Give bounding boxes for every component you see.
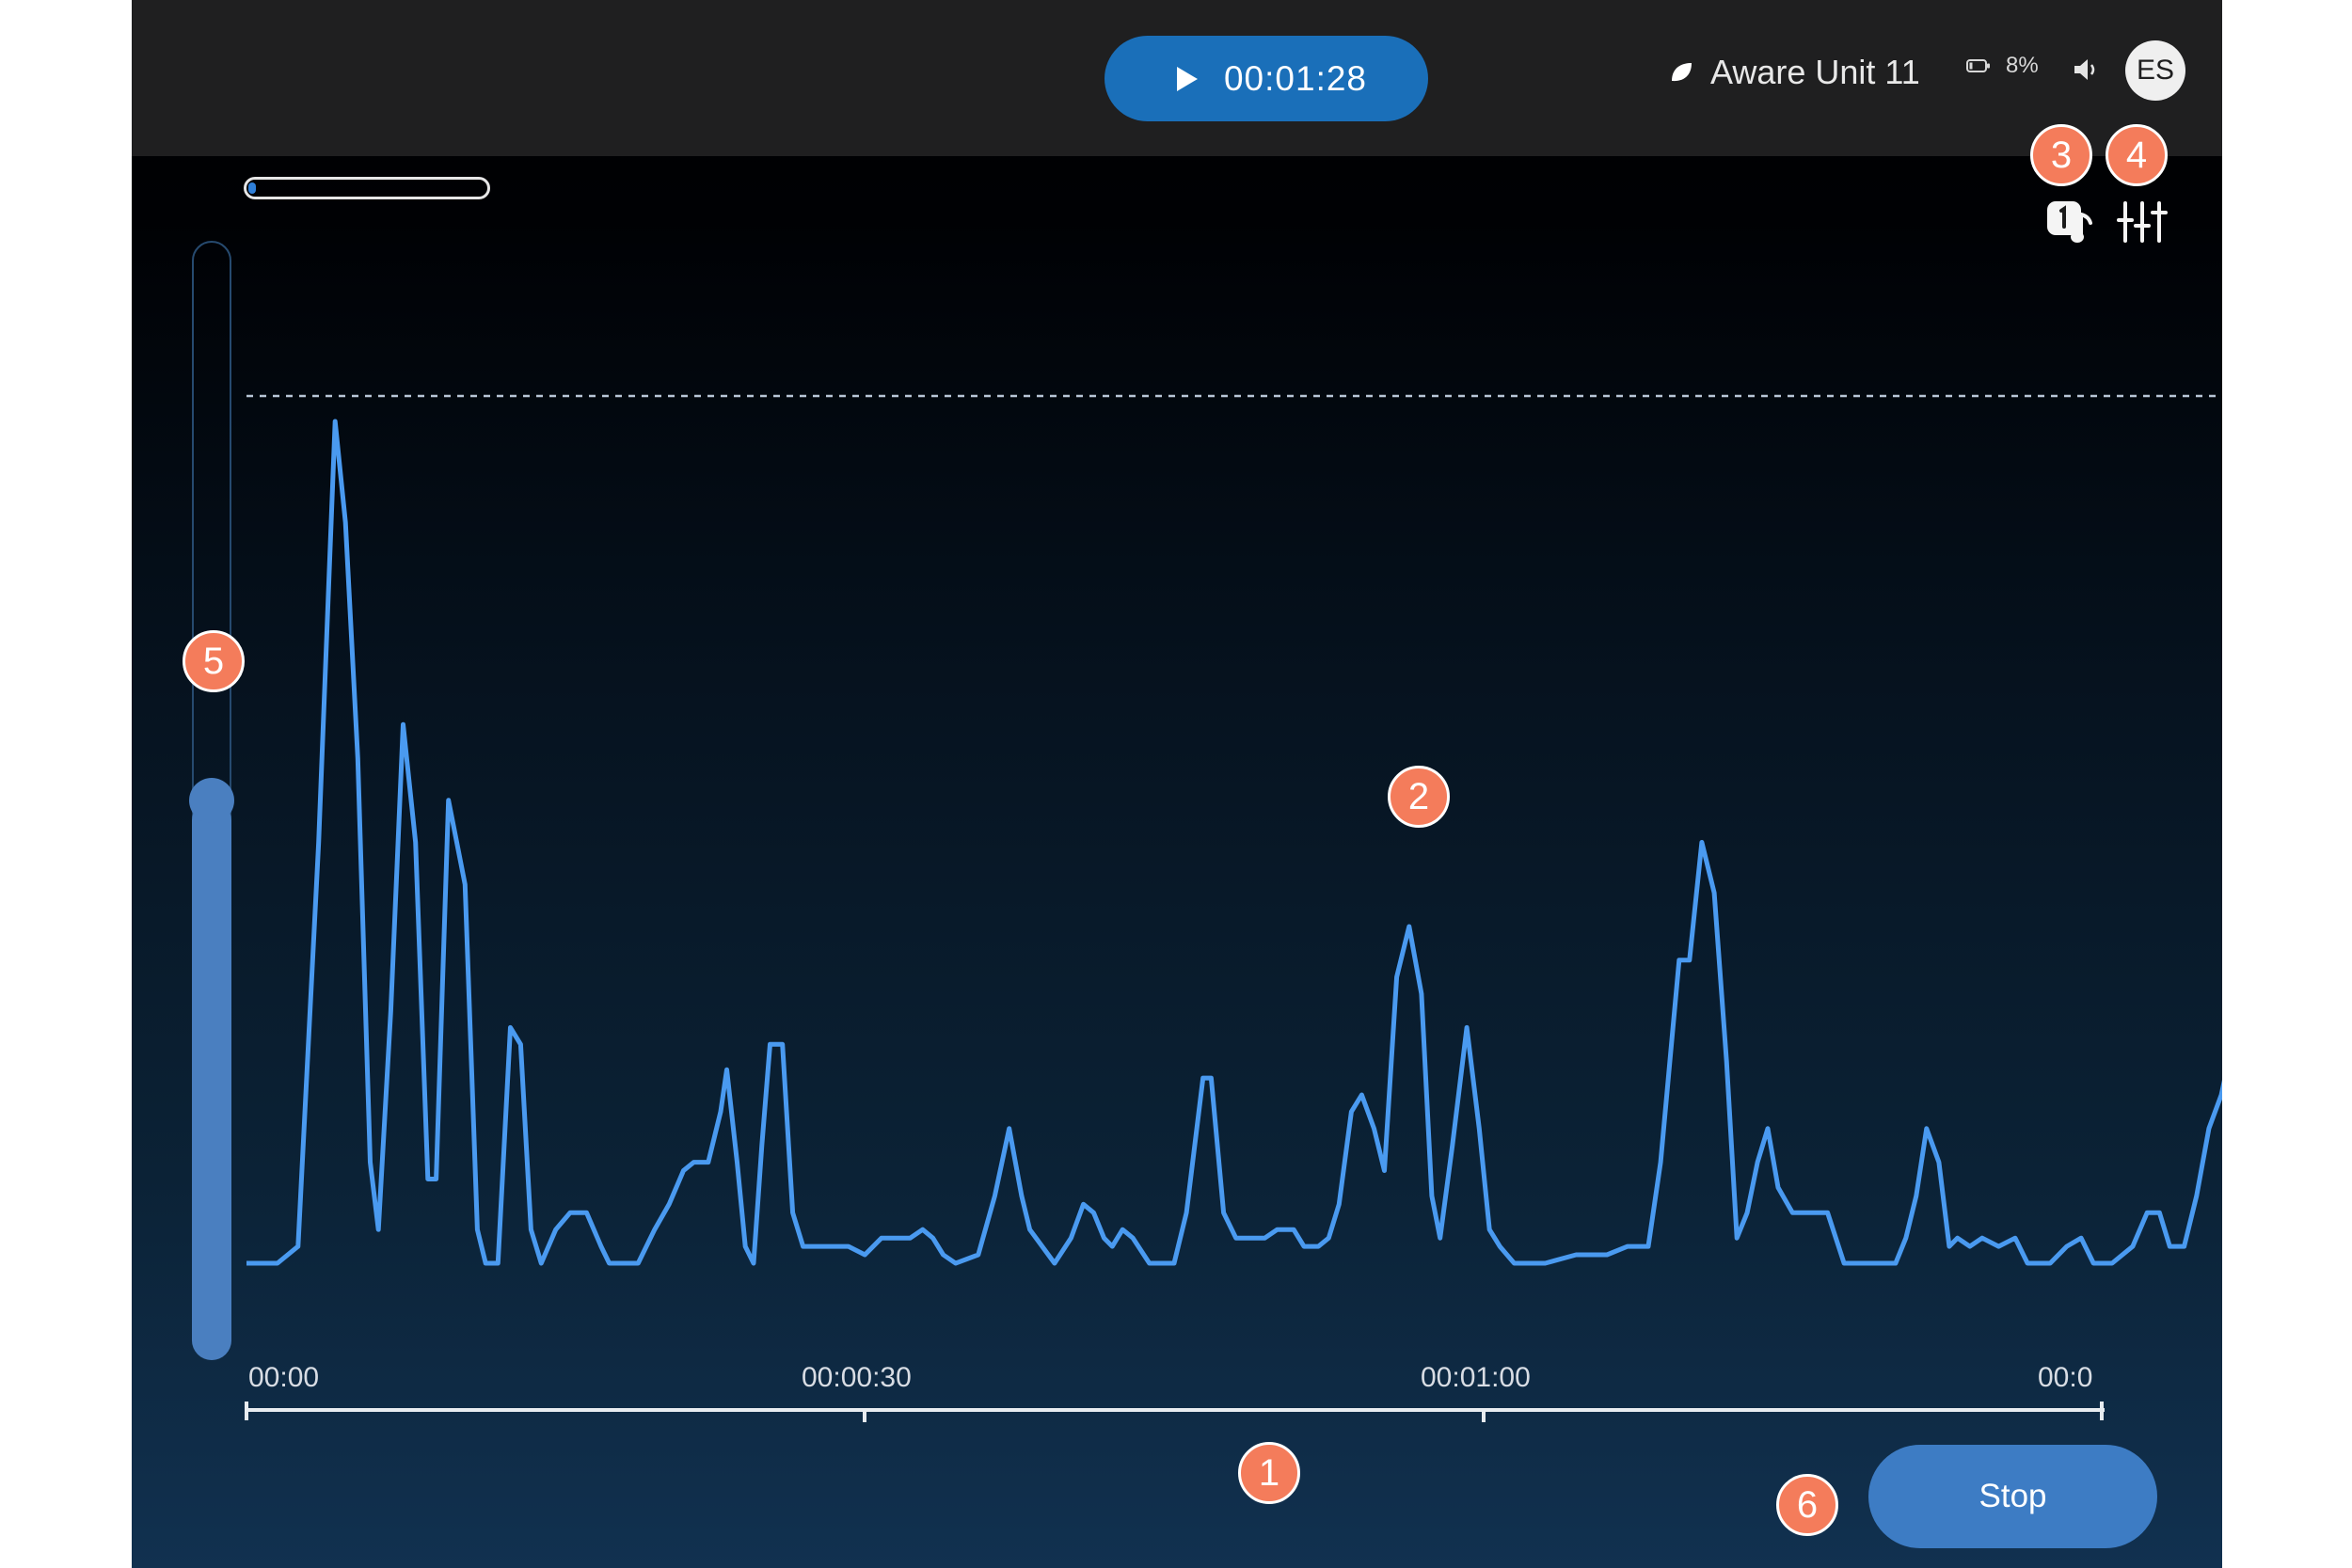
user-avatar[interactable]: ES xyxy=(2125,40,2185,101)
leaf-icon xyxy=(1669,60,1693,85)
callout-5: 5 xyxy=(183,630,245,692)
device-name: Aware Unit 11 xyxy=(1710,53,1920,91)
callout-2: 2 xyxy=(1388,766,1450,828)
timeline-label-60s: 00:01:00 xyxy=(1421,1362,1531,1393)
top-bar: 00:01:28 Aware Unit 11 8% ES xyxy=(132,0,2222,156)
callout-4: 4 xyxy=(2106,124,2168,186)
battery-percent: 8% xyxy=(2006,53,2039,78)
speaker-icon[interactable] xyxy=(2072,56,2102,87)
music-track-icon[interactable] xyxy=(2043,198,2096,251)
tool-buttons xyxy=(2043,198,2168,251)
play-icon xyxy=(1175,65,1200,93)
timer-readout: 00:01:28 xyxy=(1223,58,1368,98)
waveform-line xyxy=(246,419,2222,1266)
playback-scrubber[interactable] xyxy=(244,177,490,199)
timeline-label-30s: 00:00:30 xyxy=(802,1362,912,1393)
waveform-plot xyxy=(245,394,2222,1422)
equalizer-sliders-icon[interactable] xyxy=(2117,198,2168,251)
volume-slider-fill xyxy=(192,800,231,1360)
battery-status: 8% xyxy=(1966,53,2039,79)
timeline-label-start: 00:00 xyxy=(248,1362,320,1393)
timeline-label-end: 00:0 xyxy=(2038,1362,2093,1393)
device-indicator[interactable]: Aware Unit 11 xyxy=(1669,49,1920,96)
stop-button[interactable]: Stop xyxy=(1868,1445,2157,1548)
recording-timer-button[interactable]: 00:01:28 xyxy=(1104,36,1428,121)
callout-3: 3 xyxy=(2030,124,2092,186)
recorder-app: 00:01:28 Aware Unit 11 8% ES xyxy=(132,0,2222,1568)
callout-1: 1 xyxy=(1238,1442,1300,1504)
callout-6: 6 xyxy=(1776,1474,1838,1536)
battery-icon xyxy=(1966,59,1990,72)
volume-slider-handle[interactable] xyxy=(189,778,234,823)
scrubber-progress xyxy=(248,182,256,194)
